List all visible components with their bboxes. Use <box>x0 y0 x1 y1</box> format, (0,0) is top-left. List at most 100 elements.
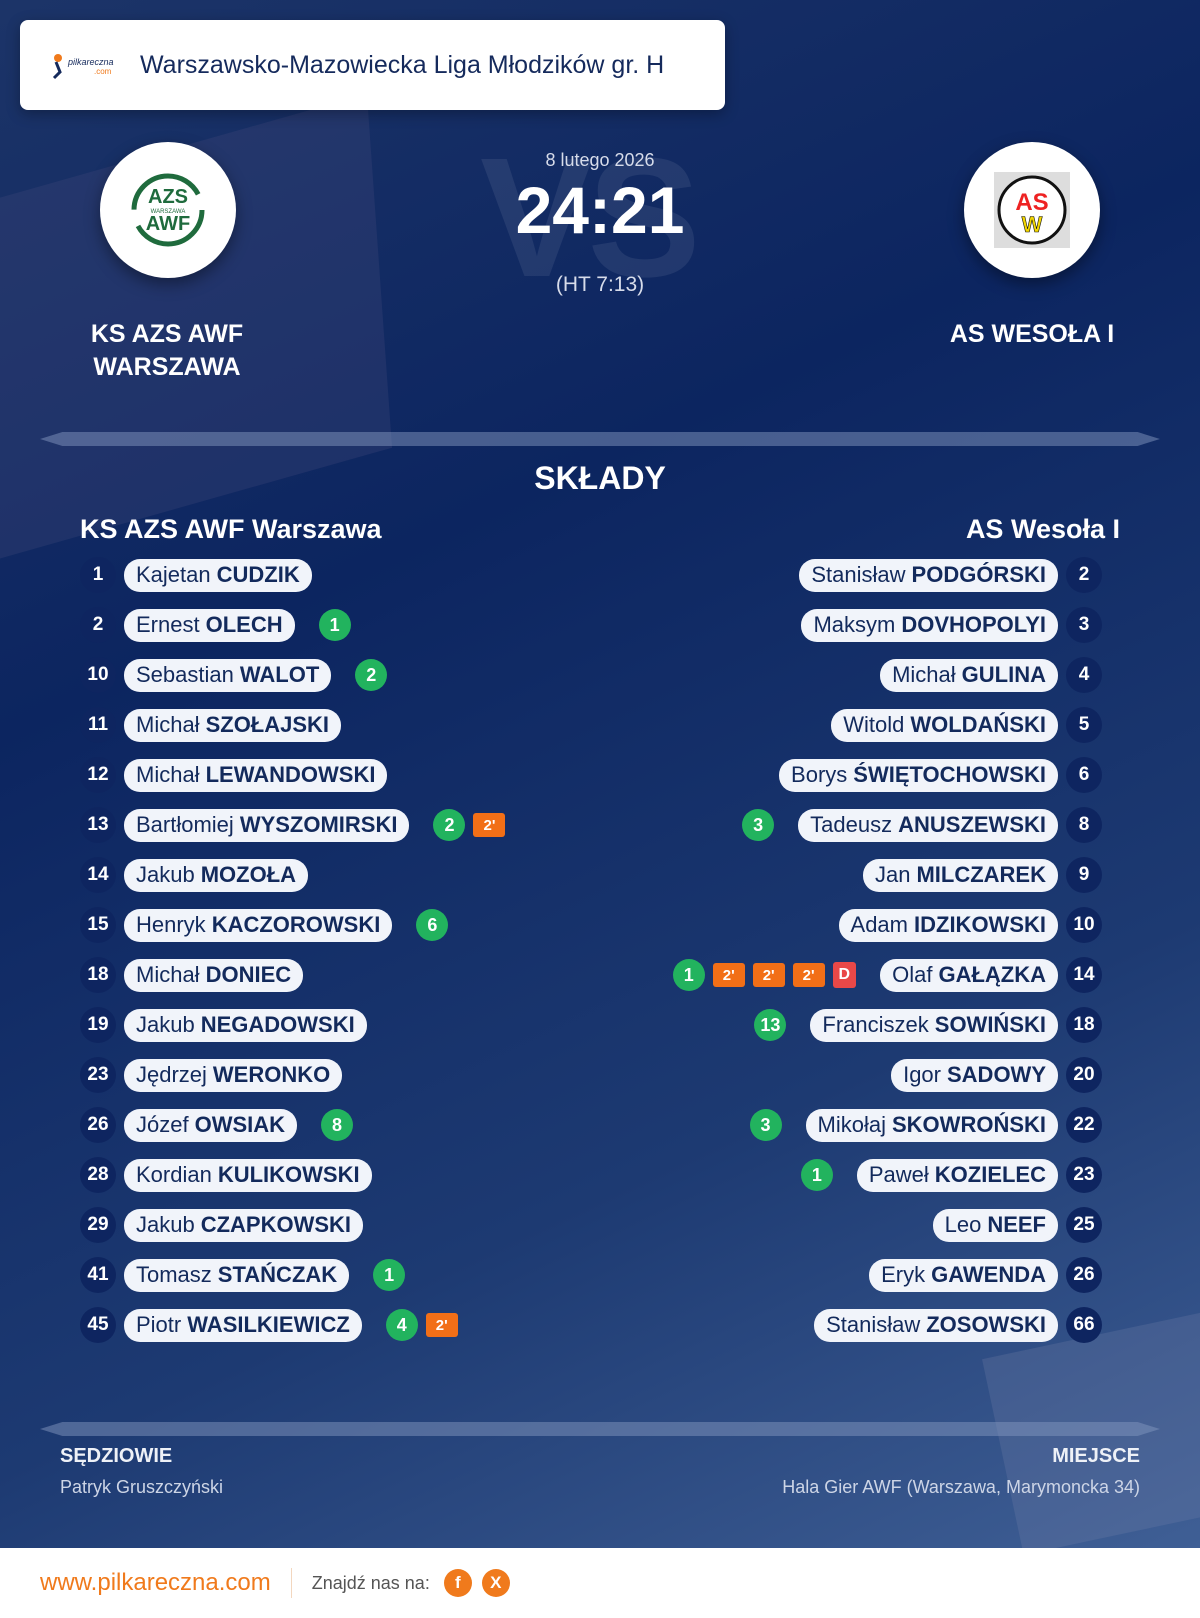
player-row: 26 Eryk GAWENDA <box>845 1257 1102 1293</box>
player-number: 14 <box>80 857 116 893</box>
player-first-name: Eryk <box>881 1262 926 1287</box>
player-name[interactable]: Ernest OLECH <box>124 608 295 642</box>
player-events: 1 <box>318 609 351 641</box>
goals-badge: 2 <box>433 809 466 841</box>
player-first-name: Witold <box>843 712 905 737</box>
final-score: 24:21 <box>515 173 685 247</box>
player-name[interactable]: Paweł KOZIELEC <box>856 1158 1058 1192</box>
player-first-name: Ernest <box>136 612 200 637</box>
player-last-name: ANUSZEWSKI <box>898 812 1046 837</box>
player-last-name: GAWENDA <box>931 1262 1046 1287</box>
player-first-name: Sebastian <box>136 662 234 687</box>
player-name[interactable]: Leo NEEF <box>932 1208 1058 1242</box>
player-last-name: CZAPKOWSKI <box>200 1212 352 1237</box>
svg-text:pilkareczna: pilkareczna <box>67 57 114 67</box>
player-last-name: ŚWIĘTOCHOWSKI <box>853 762 1046 787</box>
goals-badge: 13 <box>754 1009 787 1041</box>
player-number: 45 <box>80 1307 116 1343</box>
player-number: 13 <box>80 807 116 843</box>
player-name[interactable]: Stanisław PODGÓRSKI <box>799 558 1058 592</box>
vs-watermark: VS <box>480 123 701 313</box>
player-name[interactable]: Eryk GAWENDA <box>869 1258 1058 1292</box>
player-events: 1 <box>373 1259 406 1291</box>
website-link[interactable]: www.pilkareczna.com <box>40 1568 292 1598</box>
player-row: 29 Jakub CZAPKOWSKI <box>80 1207 387 1243</box>
player-number: 29 <box>80 1207 116 1243</box>
player-name[interactable]: Michał SZOŁAJSKI <box>124 708 342 742</box>
player-name[interactable]: Tadeusz ANUSZEWSKI <box>798 808 1058 842</box>
goals-badge: 6 <box>416 909 449 941</box>
facebook-icon[interactable]: f <box>443 1569 472 1597</box>
disqualification-badge: D <box>832 962 857 988</box>
suspension-badge: 2' <box>752 963 785 987</box>
player-last-name: CUDZIK <box>216 562 300 587</box>
svg-text:AWF: AWF <box>146 213 190 235</box>
player-name[interactable]: Jakub NEGADOWSKI <box>124 1008 367 1042</box>
player-name[interactable]: Tomasz STAŃCZAK <box>124 1258 350 1292</box>
referees-value: Patryk Gruszczyński <box>60 1477 224 1497</box>
svg-text:.com: .com <box>94 67 112 76</box>
player-name[interactable]: Maksym DOVHOPOLYI <box>801 608 1058 642</box>
player-last-name: WALOT <box>239 662 320 687</box>
player-first-name: Mikołaj <box>817 1112 886 1137</box>
find-us-label: Znajdź nas na: <box>311 1572 430 1593</box>
player-name[interactable]: Henryk KACZOROWSKI <box>124 908 393 942</box>
player-name[interactable]: Jan MILCZAREK <box>862 858 1058 892</box>
svg-text:WARSZAWA: WARSZAWA <box>151 209 186 215</box>
player-events: 3 <box>742 809 775 841</box>
player-first-name: Piotr <box>136 1312 182 1337</box>
player-last-name: WASILKIEWICZ <box>187 1312 350 1337</box>
player-name[interactable]: Adam IDZIKOWSKI <box>838 908 1058 942</box>
player-events: 8 <box>321 1109 354 1141</box>
player-name[interactable]: Piotr WASILKIEWICZ <box>124 1308 362 1342</box>
player-name[interactable]: Kajetan CUDZIK <box>124 558 312 592</box>
player-name[interactable]: Olaf GAŁĄZKA <box>880 958 1058 992</box>
player-name[interactable]: Franciszek SOWIŃSKI <box>810 1008 1058 1042</box>
goals-badge: 2 <box>355 659 388 691</box>
player-first-name: Leo <box>944 1212 982 1237</box>
player-name[interactable]: Jakub MOZOŁA <box>124 858 309 892</box>
x-icon[interactable]: X <box>481 1569 510 1597</box>
player-name[interactable]: Michał GULINA <box>880 658 1058 692</box>
lineups-title: SKŁADY <box>534 460 666 496</box>
player-last-name: WOLDAŃSKI <box>910 712 1046 737</box>
player-last-name: SOWIŃSKI <box>934 1012 1046 1037</box>
player-row: 5 Witold WOLDAŃSKI <box>807 707 1102 743</box>
player-name[interactable]: Jędrzej WERONKO <box>124 1058 343 1092</box>
player-number: 11 <box>80 707 116 743</box>
player-number: 9 <box>1066 857 1102 893</box>
player-name[interactable]: Michał LEWANDOWSKI <box>124 758 388 792</box>
player-first-name: Adam <box>850 912 908 937</box>
svg-text:W: W <box>1022 212 1043 237</box>
player-name[interactable]: Witold WOLDAŃSKI <box>831 708 1058 742</box>
player-last-name: SZOŁAJSKI <box>205 712 330 737</box>
player-name[interactable]: Bartłomiej WYSZOMIRSKI <box>124 808 410 842</box>
suspension-badge: 2' <box>425 1313 458 1337</box>
away-team-name: AS WESOŁA I <box>949 320 1115 348</box>
player-row: 3 Maksym DOVHOPOLYI <box>777 607 1102 643</box>
player-name[interactable]: Sebastian WALOT <box>124 658 332 692</box>
player-row: 18 Franciszek SOWIŃSKI 13 <box>754 1007 1102 1043</box>
player-row: 1 Kajetan CUDZIK <box>80 557 336 593</box>
player-first-name: Olaf <box>892 962 933 987</box>
player-last-name: ZOSOWSKI <box>926 1312 1046 1337</box>
player-number: 41 <box>80 1257 116 1293</box>
player-name[interactable]: Kordian KULIKOWSKI <box>124 1158 372 1192</box>
player-events: 2 2' <box>433 809 506 841</box>
player-last-name: GULINA <box>961 662 1046 687</box>
player-number: 1 <box>80 557 116 593</box>
player-row: 4 Michał GULINA <box>856 657 1102 693</box>
player-first-name: Tomasz <box>136 1262 212 1287</box>
player-name[interactable]: Michał DONIEC <box>124 958 304 992</box>
svg-text:AS: AS <box>1015 189 1048 216</box>
player-name[interactable]: Mikołaj SKOWROŃSKI <box>805 1108 1058 1142</box>
player-first-name: Paweł <box>868 1162 929 1187</box>
player-name[interactable]: Stanisław ZOSOWSKI <box>814 1308 1058 1342</box>
player-first-name: Michał <box>136 762 200 787</box>
player-name[interactable]: Igor SADOWY <box>891 1058 1058 1092</box>
player-first-name: Borys <box>791 762 848 787</box>
player-name[interactable]: Jakub CZAPKOWSKI <box>124 1208 364 1242</box>
player-name[interactable]: Borys ŚWIĘTOCHOWSKI <box>779 758 1058 792</box>
player-row: 18 Michał DONIEC <box>80 957 327 993</box>
player-name[interactable]: Józef OWSIAK <box>124 1108 298 1142</box>
